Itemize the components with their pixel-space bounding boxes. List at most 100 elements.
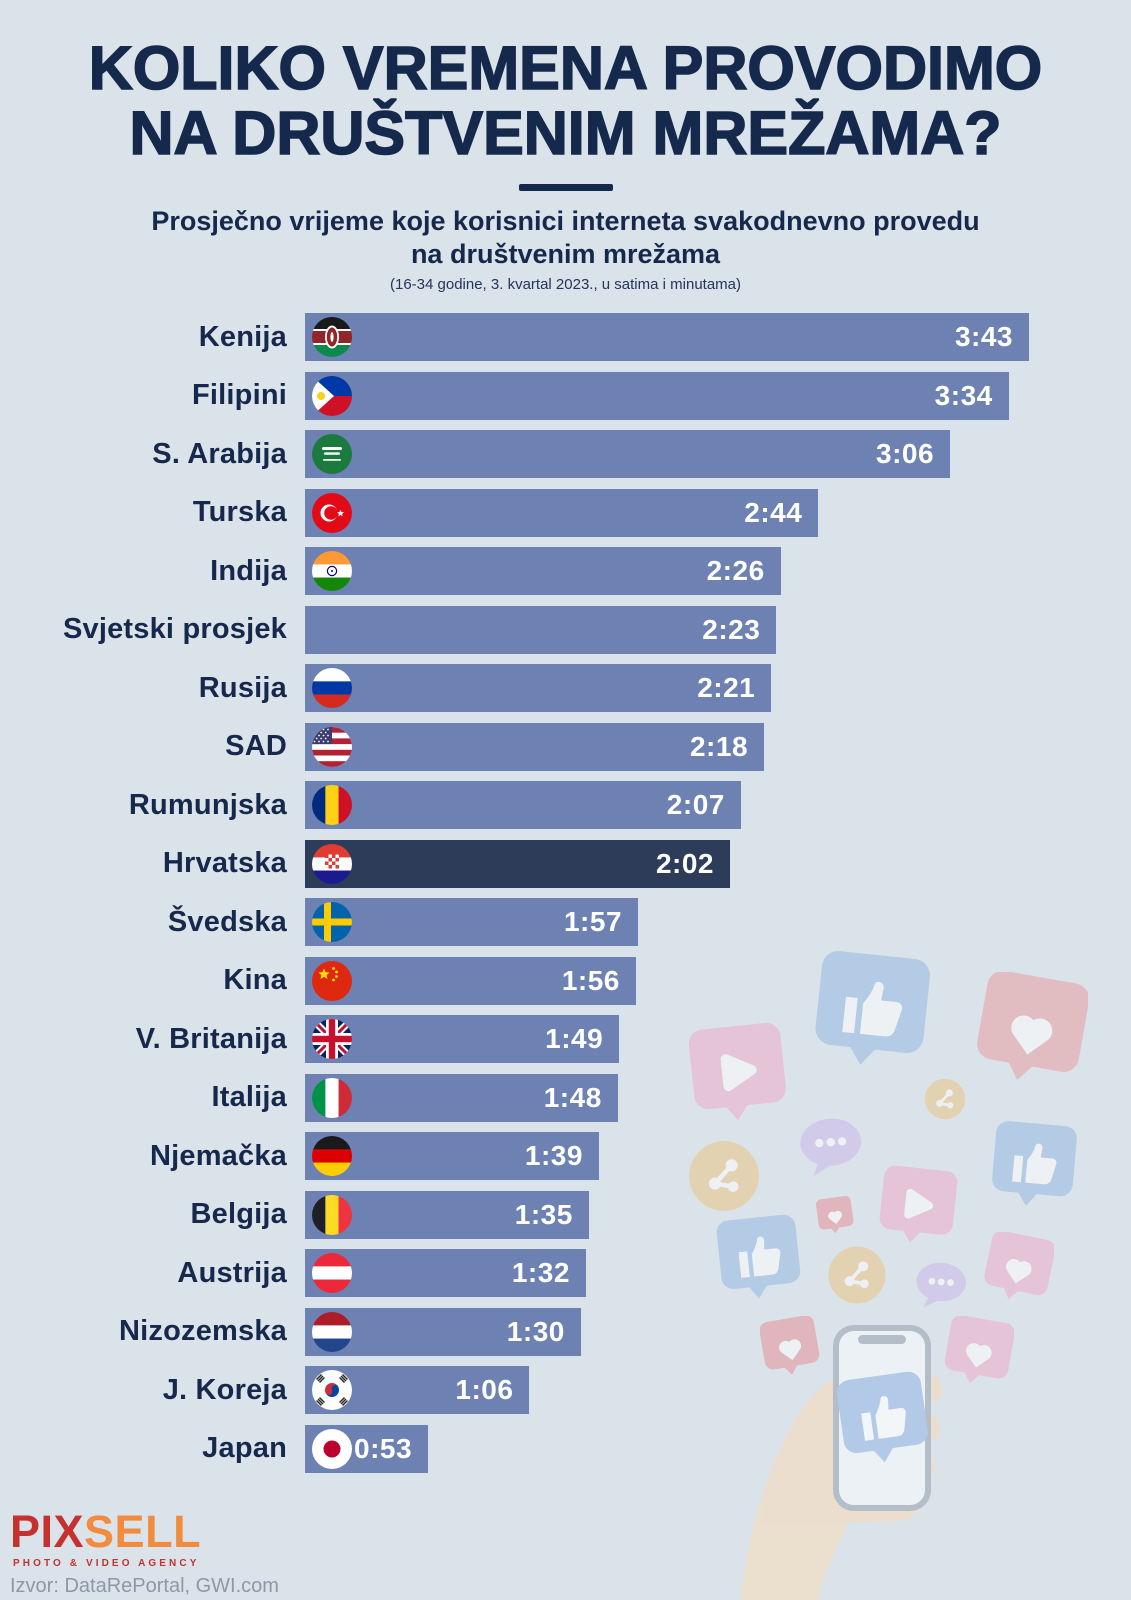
country-label: Hrvatska	[162, 847, 287, 880]
bar: 1:57	[305, 898, 639, 947]
bar-row: Rumunjska 2:07	[0, 776, 1029, 835]
bar-row: Indija 2:26	[0, 542, 1029, 601]
bar: 1:06	[305, 1366, 530, 1415]
page-title-line1: KOLIKO VREMENA PROVODIMO	[88, 34, 1043, 102]
flag-kenya-icon	[312, 317, 352, 358]
value-label: 1:32	[511, 1257, 570, 1289]
pixsell-logo-sell: SELL	[84, 1506, 202, 1557]
country-label: Filipini	[191, 379, 287, 412]
value-label: 3:34	[934, 379, 993, 411]
value-label: 1:30	[506, 1315, 565, 1347]
value-label: 2:21	[697, 672, 756, 704]
bar-row: Njemačka 1:39	[0, 1127, 1029, 1186]
bar: 3:34	[305, 371, 1009, 420]
flag-russia-icon	[312, 668, 352, 709]
bar-row: Japan 0:53	[0, 1420, 1029, 1479]
bar-row: Italija 1:48	[0, 1069, 1029, 1128]
bar-track: 2:07	[305, 781, 1029, 830]
country-label: Svjetski prosjek	[62, 613, 287, 646]
heart-bubble-icon	[944, 1315, 1015, 1391]
bar: 1:35	[305, 1190, 589, 1239]
flag-usa-icon	[312, 726, 352, 767]
thumbs-up-bubble-icon	[716, 1214, 802, 1305]
bar: 2:44	[305, 488, 819, 537]
country-label: V. Britanija	[135, 1022, 287, 1055]
country-label: Belgija	[190, 1198, 287, 1231]
country-label: Italija	[211, 1081, 287, 1114]
country-label: Rusija	[198, 671, 287, 704]
value-label: 2:44	[744, 496, 803, 528]
chart-subtitle-line2: na društvenim mrežama	[410, 239, 721, 270]
play-bubble-icon	[878, 1165, 958, 1250]
value-label: 2:23	[702, 613, 761, 645]
value-label: 1:06	[455, 1374, 514, 1406]
bar-chart: Kenija 3:43 Filipini 3:34 S. Arabija 3:06 Turs…	[0, 308, 1029, 1478]
pixsell-logo: PIXSELL	[10, 1509, 279, 1554]
bar: 2:26	[305, 547, 781, 596]
flag-philippines-icon	[312, 375, 352, 416]
bar: 3:43	[305, 313, 1029, 362]
country-label: SAD	[225, 730, 287, 763]
bar: 1:32	[305, 1249, 586, 1298]
value-label: 1:35	[514, 1198, 573, 1230]
bar-highlighted: 2:02	[305, 839, 730, 888]
bar-track: 1:32	[305, 1249, 1029, 1298]
bar: 1:49	[305, 1015, 620, 1064]
page-title-line2: NA DRUŠTVENIM MREŽAMA?	[129, 99, 1003, 168]
bar: 1:30	[305, 1307, 581, 1356]
value-label: 1:56	[561, 964, 620, 996]
flag-netherlands-icon	[312, 1311, 352, 1352]
bar-track: 1:49	[305, 1015, 1029, 1064]
bar: 2:23	[305, 605, 777, 654]
country-label: S. Arabija	[152, 437, 287, 470]
bar-track: 3:43	[305, 313, 1029, 362]
bar-row: V. Britanija 1:49	[0, 1010, 1029, 1069]
value-label: 2:07	[666, 789, 725, 821]
thumbs-up-bubble-icon	[813, 950, 931, 1073]
play-bubble-icon	[688, 1022, 788, 1127]
flag-italy-icon	[312, 1077, 352, 1118]
bar: 0:53	[305, 1424, 429, 1473]
bar-track: 2:18	[305, 722, 1029, 771]
flag-uk-icon	[312, 1019, 352, 1060]
header: KOLIKO VREMENA PROVODIMO NA DRUŠTVENIM MR…	[0, 34, 1131, 294]
phone-in-hand-icon	[700, 1320, 980, 1600]
chart-subtitle-line1: Prosječno vrijeme koje korisnici interne…	[151, 205, 980, 236]
country-label: Indija	[210, 554, 287, 587]
share-circle-icon	[686, 1138, 762, 1219]
bar-row: Švedska 1:57	[0, 893, 1029, 952]
country-label: Kenija	[198, 320, 287, 353]
flag-southkorea-icon	[312, 1370, 352, 1411]
country-label: Austrija	[177, 1256, 287, 1289]
flag-china-icon	[312, 960, 352, 1001]
bar-track: 0:53	[305, 1424, 1029, 1473]
value-label: 3:43	[954, 321, 1013, 353]
bar: 2:21	[305, 664, 772, 713]
bar-track: 2:21	[305, 664, 1029, 713]
bar-row: Kenija 3:43	[0, 308, 1029, 367]
value-label: 2:18	[689, 730, 749, 762]
bar-track: 1:06	[305, 1366, 1029, 1415]
pixsell-tagline: PHOTO & VIDEO AGENCY	[13, 1558, 200, 1569]
chat-bubble-icon	[910, 1254, 972, 1321]
bar-row: Svjetski prosjek 2:23	[0, 601, 1029, 660]
bar-track: 3:06	[305, 430, 1029, 479]
chart-note: (16-34 godine, 3. kvartal 2023., u satim…	[389, 276, 741, 294]
bar: 2:18	[305, 722, 765, 771]
bar-row: Kina 1:56	[0, 952, 1029, 1011]
share-circle-icon	[923, 1077, 967, 1126]
share-circle-icon	[826, 1244, 888, 1311]
bar: 1:48	[305, 1073, 618, 1122]
flag-japan-icon	[312, 1428, 352, 1469]
page-title: KOLIKO VREMENA PROVODIMO NA DRUŠTVENIM MR…	[0, 34, 1131, 168]
bar-track: 2:26	[305, 547, 1029, 596]
country-label: Japan	[202, 1432, 287, 1465]
bar: 1:39	[305, 1132, 599, 1181]
pixsell-logo-pix: PIX	[10, 1506, 85, 1557]
value-label: 1:49	[545, 1023, 604, 1055]
value-label: 1:57	[563, 906, 623, 938]
bar-track: 1:30	[305, 1307, 1029, 1356]
bar-track: 2:44	[305, 488, 1029, 537]
